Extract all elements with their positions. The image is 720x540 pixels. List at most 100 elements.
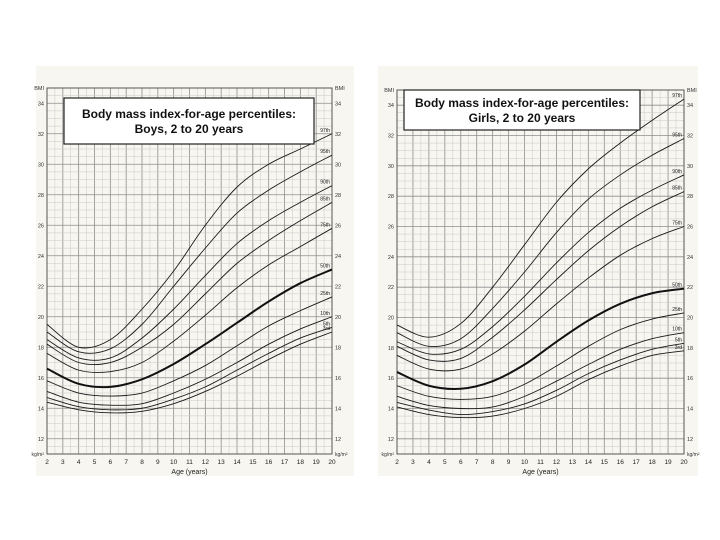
- chart-title-box: [63, 97, 315, 145]
- x-tick-label: 8: [491, 459, 495, 466]
- x-tick-label: 12: [202, 459, 210, 466]
- y-tick-label-right: 20: [335, 315, 341, 321]
- y-tick-label-left: 24: [38, 254, 44, 260]
- x-tick-label: 16: [265, 459, 273, 466]
- x-tick-label: 7: [475, 459, 479, 466]
- x-axis-label: Age (years): [522, 469, 558, 476]
- x-tick-label: 7: [124, 459, 128, 466]
- x-tick-label: 16: [617, 459, 625, 466]
- percentile-label-5th: 5th: [675, 337, 682, 343]
- percentile-curve-90th: [46, 185, 333, 361]
- y-tick-label-right: 24: [335, 254, 341, 260]
- y-tick-label-right: 22: [335, 284, 341, 290]
- y-tick-label-right: 12: [335, 437, 341, 443]
- percentile-label-90th: 90th: [672, 169, 682, 175]
- percentile-curve-50th: [46, 268, 333, 389]
- y-tick-label-right: 34: [335, 101, 341, 107]
- y-tick-label-left: 34: [388, 103, 394, 109]
- x-axis-label: Age (years): [171, 469, 207, 476]
- percentile-curve-85th: [46, 201, 333, 366]
- x-tick-label: 14: [585, 459, 593, 466]
- y-tick-label-left: 18: [388, 346, 394, 352]
- percentile-label-50th: 50th: [672, 283, 682, 289]
- y-axis-label-left: BMI: [34, 86, 44, 92]
- y-tick-label-left: 20: [38, 315, 44, 321]
- y-tick-label-left: 12: [388, 437, 394, 443]
- x-tick-label: 3: [411, 459, 415, 466]
- chart-title-line2: Girls, 2 to 20 years: [469, 111, 576, 125]
- y-tick-label-left: 26: [388, 225, 394, 231]
- y-tick-label-right: 12: [687, 437, 693, 443]
- y-tick-label-left: 32: [388, 134, 394, 140]
- y-tick-label-right: 18: [335, 345, 341, 351]
- percentile-curve-5th: [46, 326, 333, 411]
- x-tick-label: 2: [45, 459, 49, 466]
- y-tick-label-right: 14: [335, 406, 341, 412]
- y-tick-label-left: 34: [38, 101, 44, 107]
- percentile-curve-10th: [46, 316, 333, 406]
- percentile-label-85th: 85th: [672, 186, 682, 192]
- y-tick-label-right: 34: [687, 103, 693, 109]
- x-tick-label: 2: [395, 459, 399, 466]
- percentile-label-3rd: 3rd: [675, 345, 682, 351]
- x-tick-label: 17: [633, 459, 641, 466]
- x-tick-label: 15: [601, 459, 609, 466]
- y-tick-label-left: 28: [388, 194, 394, 200]
- x-tick-label: 4: [427, 459, 431, 466]
- chart-title-line2: Boys, 2 to 20 years: [135, 122, 244, 136]
- y-tick-label-right: 30: [687, 164, 693, 170]
- x-tick-label: 11: [186, 459, 193, 466]
- percentile-curve-5th: [396, 342, 685, 416]
- percentile-label-85th: 85th: [320, 196, 330, 202]
- y-tick-label-right: 16: [335, 376, 341, 382]
- y-tick-label-left: 28: [38, 193, 44, 199]
- percentile-curve-97th: [396, 98, 685, 338]
- y-tick-label-right: 14: [687, 407, 693, 413]
- x-tick-label: 4: [77, 459, 81, 466]
- y-tick-label-left: 24: [388, 255, 394, 261]
- y-tick-label-left: 20: [388, 316, 394, 322]
- y-tick-label-right: 24: [687, 255, 693, 261]
- percentile-curve-25th: [396, 312, 685, 400]
- x-tick-label: 9: [507, 459, 511, 466]
- y-tick-label-right: 26: [687, 225, 693, 231]
- y-tick-label-left: 30: [388, 164, 394, 170]
- x-tick-label: 9: [156, 459, 160, 466]
- percentile-curve-10th: [396, 332, 685, 410]
- y-tick-label-left: 26: [38, 223, 44, 229]
- percentile-label-95th: 95th: [320, 149, 330, 155]
- percentile-label-3rd: 3rd: [323, 326, 330, 332]
- y-tick-label-left: 12: [38, 437, 44, 443]
- percentile-curve-75th: [396, 226, 685, 372]
- chart-title-box: [403, 89, 641, 131]
- x-tick-label: 17: [281, 459, 289, 466]
- unit-label-right: kg/m²: [335, 452, 348, 458]
- percentile-label-97th: 97th: [672, 93, 682, 99]
- percentile-curve-3rd: [46, 331, 333, 414]
- chart-paper: [378, 66, 698, 476]
- y-axis-label-left: BMI: [384, 88, 394, 94]
- x-tick-label: 20: [328, 459, 336, 466]
- y-tick-label-right: 16: [687, 376, 693, 382]
- x-tick-label: 5: [93, 459, 97, 466]
- x-tick-label: 12: [553, 459, 561, 466]
- percentile-curve-97th: [46, 133, 333, 349]
- percentile-curve-90th: [396, 174, 685, 355]
- percentile-label-10th: 10th: [672, 327, 682, 333]
- unit-label-left: kg/m²: [32, 452, 45, 458]
- chart-title-line1: Body mass index-for-age percentiles:: [415, 96, 629, 110]
- x-tick-label: 6: [459, 459, 463, 466]
- percentile-label-75th: 75th: [320, 222, 330, 228]
- x-tick-label: 13: [569, 459, 577, 466]
- y-tick-label-left: 18: [38, 345, 44, 351]
- x-tick-label: 3: [61, 459, 65, 466]
- unit-label-left: kg/m²: [382, 452, 395, 458]
- percentile-label-25th: 25th: [320, 291, 330, 297]
- percentile-curve-85th: [396, 191, 685, 362]
- y-tick-label-left: 30: [38, 162, 44, 168]
- percentile-curve-25th: [46, 296, 333, 397]
- x-tick-label: 14: [233, 459, 241, 466]
- chart-title-line1: Body mass index-for-age percentiles:: [82, 107, 296, 121]
